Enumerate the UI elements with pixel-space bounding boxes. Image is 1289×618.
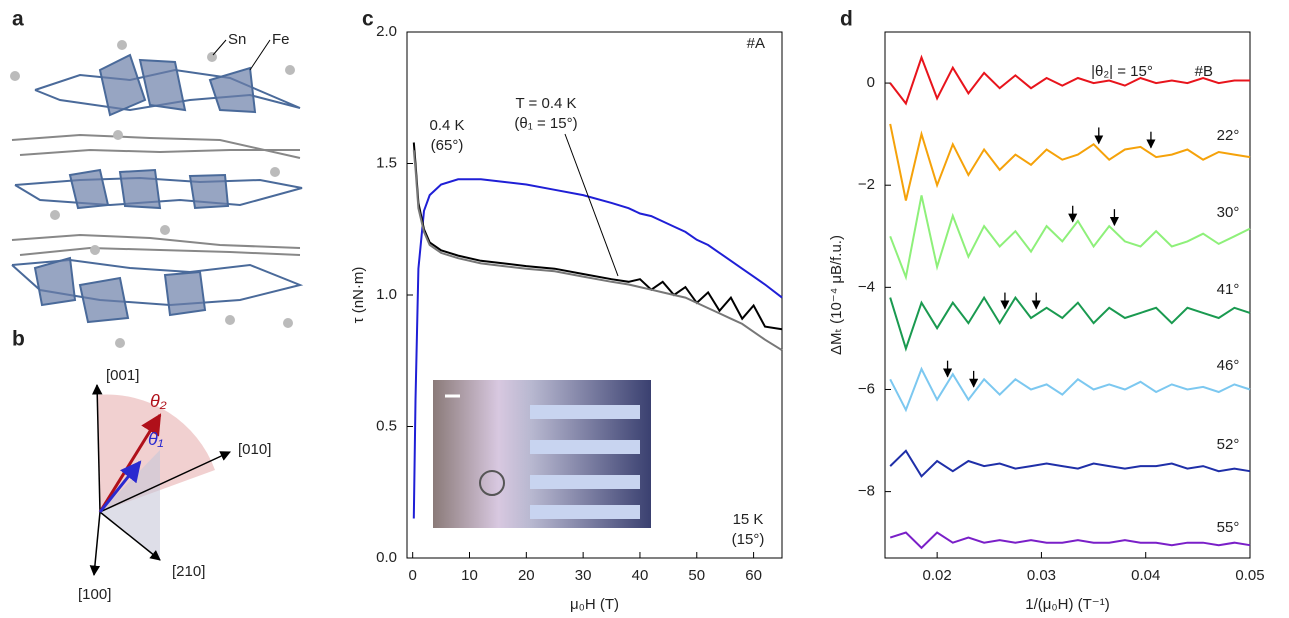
y-tick-label: 1.0 <box>376 286 397 303</box>
theta1-arrow <box>98 460 142 513</box>
x-tick-label: 0.03 <box>1027 567 1056 584</box>
x-tick-label: 50 <box>688 567 705 584</box>
x-tick-label: 0.05 <box>1235 567 1264 584</box>
y-tick-label: 1.5 <box>376 154 397 171</box>
x-tick-label: 0 <box>409 567 417 584</box>
plot-frame <box>884 31 1251 559</box>
series-line <box>889 123 1251 201</box>
x-tick-label: 0.04 <box>1131 567 1160 584</box>
angle-label: θ₁ <box>148 429 164 449</box>
y-tick-label: 2.0 <box>376 23 397 40</box>
x-tick-label: 10 <box>461 567 478 584</box>
x-tick-label: 30 <box>575 567 592 584</box>
x-axis-label: 1/(μ₀H) (T⁻¹) <box>1025 596 1109 613</box>
series-label: 41° <box>1217 281 1240 298</box>
leader <box>564 133 619 277</box>
x-tick-label: 60 <box>745 567 762 584</box>
y-tick-label: −4 <box>858 278 875 295</box>
series-line <box>889 195 1251 281</box>
series-label: T = 0.4 K <box>515 95 576 112</box>
series-line <box>889 295 1251 352</box>
series-line <box>889 54 1250 106</box>
series-line <box>889 366 1251 413</box>
series-label: (θ₁ = 15°) <box>514 115 577 132</box>
series-label: (65°) <box>431 137 464 154</box>
direction-label: [210] <box>172 563 205 580</box>
panel-label: b <box>12 328 25 351</box>
series-line <box>412 142 783 331</box>
sector <box>100 450 160 560</box>
series-line <box>889 449 1251 478</box>
leader <box>212 39 227 56</box>
x-axis-label: μ₀H (T) <box>570 596 619 613</box>
series-label: (15°) <box>732 531 765 548</box>
y-tick-label: 0.0 <box>376 549 397 566</box>
axes-arrows <box>89 383 231 577</box>
series-line <box>412 150 783 352</box>
atom-label: Sn <box>228 31 246 48</box>
annotation: #B <box>1195 63 1213 80</box>
y-tick-label: −6 <box>858 380 875 397</box>
panel-label: c <box>362 8 374 31</box>
y-tick-label: −2 <box>858 176 875 193</box>
inset-photo <box>433 380 651 528</box>
angle-label: θ₂ <box>150 391 167 411</box>
y-axis-label: τ (nN·m) <box>350 267 367 324</box>
direction-label: [001] <box>106 367 139 384</box>
series-line <box>412 178 783 519</box>
atom-label: Fe <box>272 31 290 48</box>
x-tick-label: 20 <box>518 567 535 584</box>
series-label: 0.4 K <box>429 117 464 134</box>
direction-label: [100] <box>78 586 111 603</box>
x-tick-label: 40 <box>632 567 649 584</box>
crystal-structure <box>11 53 304 324</box>
x-tick-label: 0.02 <box>923 567 952 584</box>
y-tick-label: 0.5 <box>376 417 397 434</box>
direction-label: [010] <box>238 441 271 458</box>
panel-label: a <box>12 8 24 31</box>
leader <box>249 39 271 71</box>
panel-label: d <box>840 8 853 31</box>
series-label: |θ₂| = 15° <box>1091 63 1153 80</box>
series-label: 52° <box>1217 436 1240 453</box>
atoms <box>10 40 295 348</box>
series-label: 46° <box>1217 357 1240 374</box>
y-tick-label: 0 <box>867 74 875 91</box>
annotation: #A <box>747 35 765 52</box>
series-label: 55° <box>1217 519 1240 536</box>
series-label: 22° <box>1217 127 1240 144</box>
series-label: 30° <box>1217 204 1240 221</box>
y-axis-label: ΔMₜ (10⁻⁴ μB/f.u.) <box>828 235 845 355</box>
series-line <box>889 531 1251 550</box>
y-tick-label: −8 <box>858 483 875 500</box>
series-label: 15 K <box>733 511 764 528</box>
